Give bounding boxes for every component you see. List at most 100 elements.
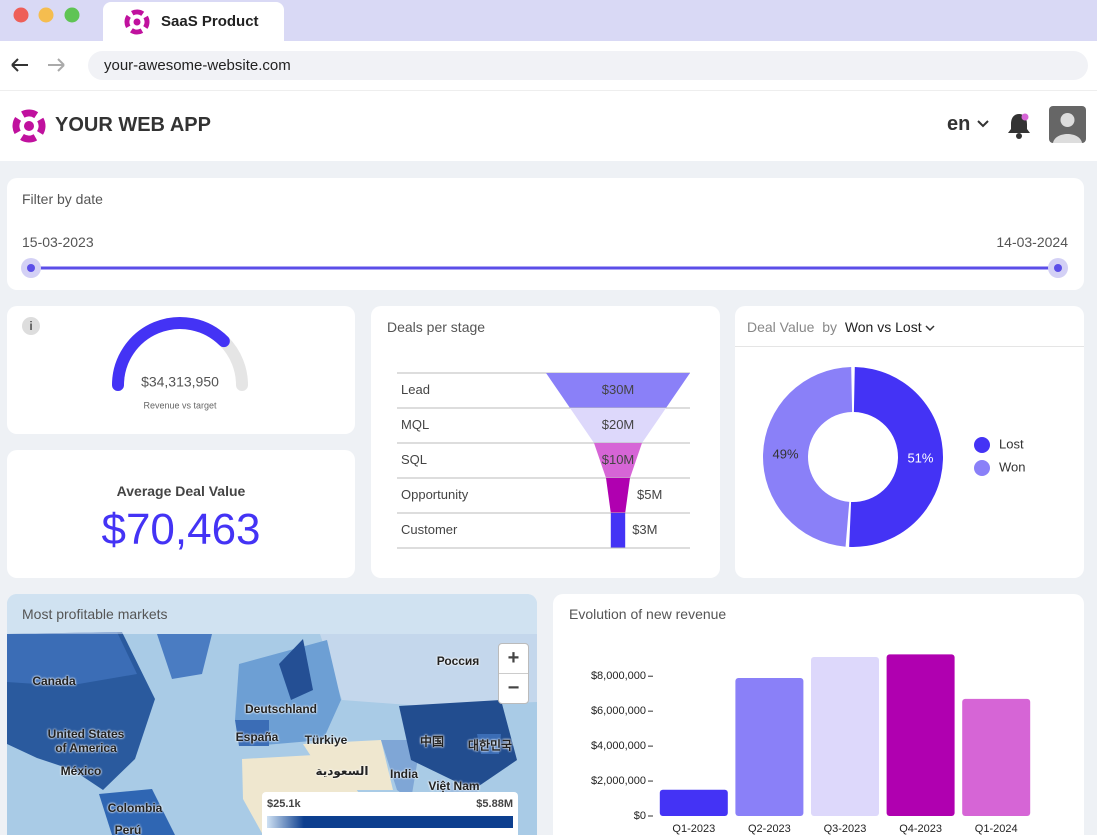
date-filter: Filter by date 15-03-2023 14-03-2024	[7, 178, 1084, 290]
country-label: India	[389, 767, 419, 781]
value-label: $20M	[602, 417, 635, 432]
y-tick-label: $4,000,000	[591, 740, 646, 752]
country-label: 대한민국	[467, 738, 513, 753]
url: your-awesome-website.com	[104, 57, 291, 74]
bar-card: Evolution of new revenue $0 $2,000,000 $4,…	[553, 594, 1084, 835]
country-label: Deutschland	[244, 702, 318, 716]
notifications[interactable]	[1005, 111, 1033, 139]
gauge-fill	[112, 317, 230, 391]
avatar[interactable]	[1049, 106, 1086, 143]
donut-by: by	[822, 319, 838, 335]
app-logo	[12, 109, 46, 143]
stage-label: Customer	[401, 522, 458, 537]
divider	[735, 346, 1084, 347]
window-controls	[13, 7, 80, 23]
filter-start: 15-03-2023	[22, 234, 94, 250]
country-label: Perú	[114, 823, 142, 835]
funnel-segment	[610, 513, 626, 548]
y-tick-label: $0	[634, 810, 646, 822]
y-tick-label: $6,000,000	[591, 705, 646, 717]
x-tick-label: Q2-2023	[748, 823, 791, 835]
date-slider[interactable]	[7, 248, 1084, 288]
country-label: 中国	[419, 734, 445, 749]
donut-slice	[849, 367, 944, 547]
country-label: Россия	[436, 654, 480, 668]
map-title: Most profitable markets	[22, 606, 168, 622]
x-tick-label: Q1-2023	[672, 823, 715, 835]
tab-icon	[124, 9, 150, 35]
value-label: $30M	[602, 382, 635, 397]
legend-swatch	[974, 437, 990, 453]
gauge-caption: Revenue vs target	[143, 400, 217, 410]
legend-min: $25.1k	[267, 798, 301, 810]
zoom-out[interactable]: −	[507, 677, 520, 699]
gauge-value: $34,313,950	[141, 374, 219, 390]
funnel-chart: Lead $30M MQL $20M SQL $10M Opportunity $5M Cust…	[397, 372, 690, 549]
x-tick-label: Q3-2023	[824, 823, 867, 835]
kpi-card: Average Deal Value $70,463	[7, 450, 355, 578]
donut-slice	[763, 367, 853, 547]
tab-bar: SaaS Product	[0, 0, 1097, 41]
bar	[811, 656, 879, 816]
funnel-segment	[594, 443, 642, 478]
url-field[interactable]: your-awesome-website.com	[88, 51, 1088, 80]
funnel-title: Deals per stage	[387, 319, 486, 335]
gauge-card: i $34,313,950 Revenue vs target	[7, 306, 355, 434]
map-title-bar: Most profitable markets	[7, 594, 537, 634]
value-label: $5M	[637, 487, 662, 502]
kpi-title: Average Deal Value	[116, 483, 246, 499]
legend-label: Won	[999, 459, 1026, 474]
value-label: $10M	[602, 452, 635, 467]
country-label: Türkiye	[304, 733, 348, 747]
filter-label: Filter by date	[22, 191, 103, 207]
gauge: $34,313,950 Revenue vs target	[112, 317, 248, 410]
bar	[659, 789, 728, 816]
stage-label: SQL	[401, 452, 427, 467]
legend-max: $5.88M	[476, 798, 513, 810]
tab[interactable]: SaaS Product	[103, 2, 284, 41]
x-tick-label: Q4-2023	[899, 823, 942, 835]
x-tick-label: Q1-2024	[975, 823, 1018, 835]
country-label: México	[60, 764, 102, 778]
info-icon[interactable]: i	[22, 317, 40, 335]
bar	[735, 677, 804, 816]
y-tick-label: $2,000,000	[591, 775, 646, 787]
language-chevron	[977, 120, 989, 128]
zoom-in[interactable]: +	[499, 644, 528, 674]
funnel-segment	[570, 408, 666, 443]
slice-label: 49%	[773, 446, 799, 461]
y-tick-label: $8,000,000	[591, 670, 646, 682]
map-card: Most profitable markets Canada United Sta…	[7, 594, 537, 835]
country-label: United States of America	[47, 727, 125, 755]
country-label: Canada	[32, 674, 76, 688]
legend-label: Lost	[999, 436, 1024, 451]
stage-label: Opportunity	[401, 487, 469, 502]
funnel-segment	[546, 373, 690, 408]
avatar-icon	[1053, 113, 1082, 143]
language[interactable]: en	[947, 113, 971, 135]
donut-header: Deal Value by Won vs Lost	[747, 319, 936, 335]
funnel-segment	[606, 478, 630, 513]
donut-dimension[interactable]: Won vs Lost	[844, 319, 922, 335]
funnel-card: Deals per stage Lead $30M MQL $20M SQL $10M Op…	[371, 306, 720, 578]
filter-end: 14-03-2024	[996, 234, 1068, 250]
stage-label: MQL	[401, 417, 429, 432]
map-legend: $25.1k $5.88M	[262, 792, 518, 835]
app-header: YOUR WEB APP en	[0, 91, 1097, 161]
legend-swatch	[974, 460, 990, 476]
value-label: $3M	[632, 522, 657, 537]
donut-card: Deal Value by Won vs Lost 51% Lost 49% Won	[735, 306, 1084, 578]
bar-chart: $0 $2,000,000 $4,000,000 $6,000,000 $8,000,0…	[591, 654, 1031, 835]
address-row: your-awesome-website.com	[0, 41, 1097, 91]
donut-chart: 51% Lost 49% Won	[763, 367, 1026, 547]
nav-arrows[interactable]	[8, 55, 70, 75]
slice-label: 51%	[907, 451, 933, 466]
country-label: السعودية	[315, 764, 369, 778]
bar	[886, 654, 955, 816]
legend-scale	[267, 816, 513, 828]
country-label: Việt Nam	[428, 779, 480, 793]
country-label: Colombia	[107, 801, 163, 815]
bar-title: Evolution of new revenue	[569, 606, 727, 622]
dimension-chevron	[925, 325, 936, 332]
